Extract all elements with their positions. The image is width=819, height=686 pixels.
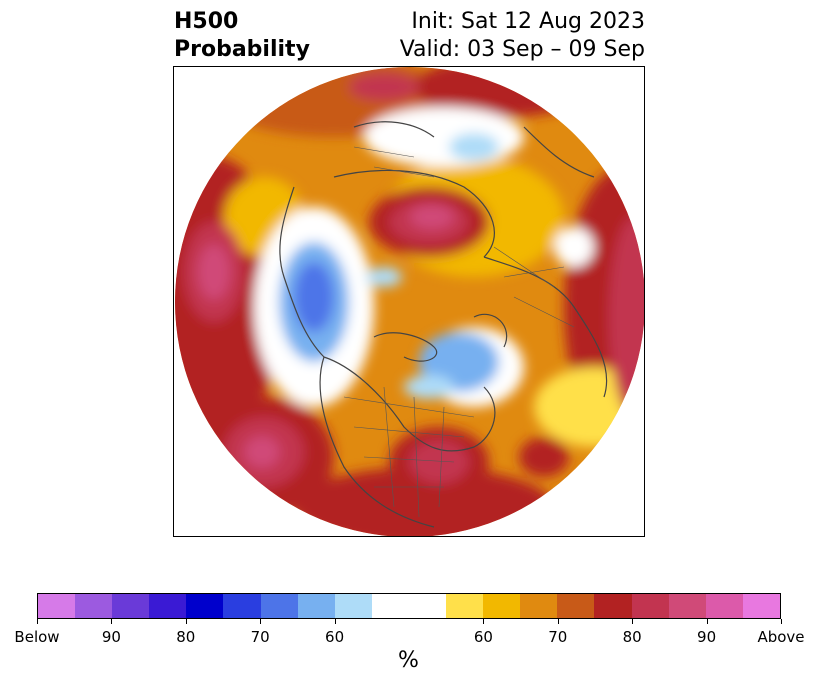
colorbar-segment-below [260, 594, 298, 618]
colorbar-segment-below [112, 594, 150, 618]
title-variable: H500 [174, 9, 239, 34]
colorbar-tick [706, 619, 708, 624]
colorbar-segment-below [334, 594, 372, 618]
polar-map-canvas [175, 67, 644, 536]
valid-range: Valid: 03 Sep – 09 Sep [399, 37, 645, 62]
colorbar-segment-above [557, 594, 595, 618]
title-type: Probability [174, 37, 310, 62]
colorbar-tick-label: 80 [622, 628, 642, 646]
init-date: Init: Sat 12 Aug 2023 [411, 9, 645, 34]
colorbar-tick [185, 619, 187, 624]
colorbar-segment-below [38, 594, 76, 618]
colorbar-tick-label: 70 [548, 628, 568, 646]
colorbar-tick [111, 619, 113, 624]
colorbar-tick-label: Below [14, 628, 60, 646]
colorbar-segment-above [594, 594, 632, 618]
colorbar-segment-above [520, 594, 558, 618]
colorbar-tick-label: 60 [473, 628, 493, 646]
colorbar-segment-neutral [371, 594, 447, 618]
colorbar-segment-above [668, 594, 706, 618]
colorbar-unit-label: % [398, 648, 419, 673]
colorbar [37, 593, 781, 619]
borders [343, 146, 575, 518]
colorbar-tick-label: 80 [176, 628, 196, 646]
map-title: H500 Probability [174, 8, 310, 64]
colorbar-tick-label: 70 [250, 628, 270, 646]
colorbar-segment-above [483, 594, 521, 618]
colorbar-segment-above [742, 594, 780, 618]
colorbar-segment-below [297, 594, 335, 618]
colorbar-segment-above [446, 594, 484, 618]
colorbar-tick [483, 619, 485, 624]
colorbar-tick-label: 90 [101, 628, 121, 646]
colorbar-segment-below [75, 594, 113, 618]
colorbar-tick [557, 619, 559, 624]
colorbar-segment-below [149, 594, 187, 618]
colorbar-segment-below [223, 594, 261, 618]
colorbar-tick [37, 619, 38, 624]
colorbar-segment-above [705, 594, 743, 618]
map-dates: Init: Sat 12 Aug 2023 Valid: 03 Sep – 09… [400, 8, 645, 64]
probability-field [175, 67, 644, 536]
colorbar-segment-below [186, 594, 224, 618]
colorbar-tick-label: Above [757, 628, 805, 646]
coastlines [279, 121, 608, 528]
colorbar-tick [334, 619, 336, 624]
colorbar-segment-above [631, 594, 669, 618]
probability-map [173, 66, 645, 537]
colorbar-tick [260, 619, 262, 624]
colorbar-tick [632, 619, 634, 624]
colorbar-tick-label: 90 [697, 628, 717, 646]
colorbar-tick-label: 60 [325, 628, 345, 646]
colorbar-tick [781, 619, 782, 624]
